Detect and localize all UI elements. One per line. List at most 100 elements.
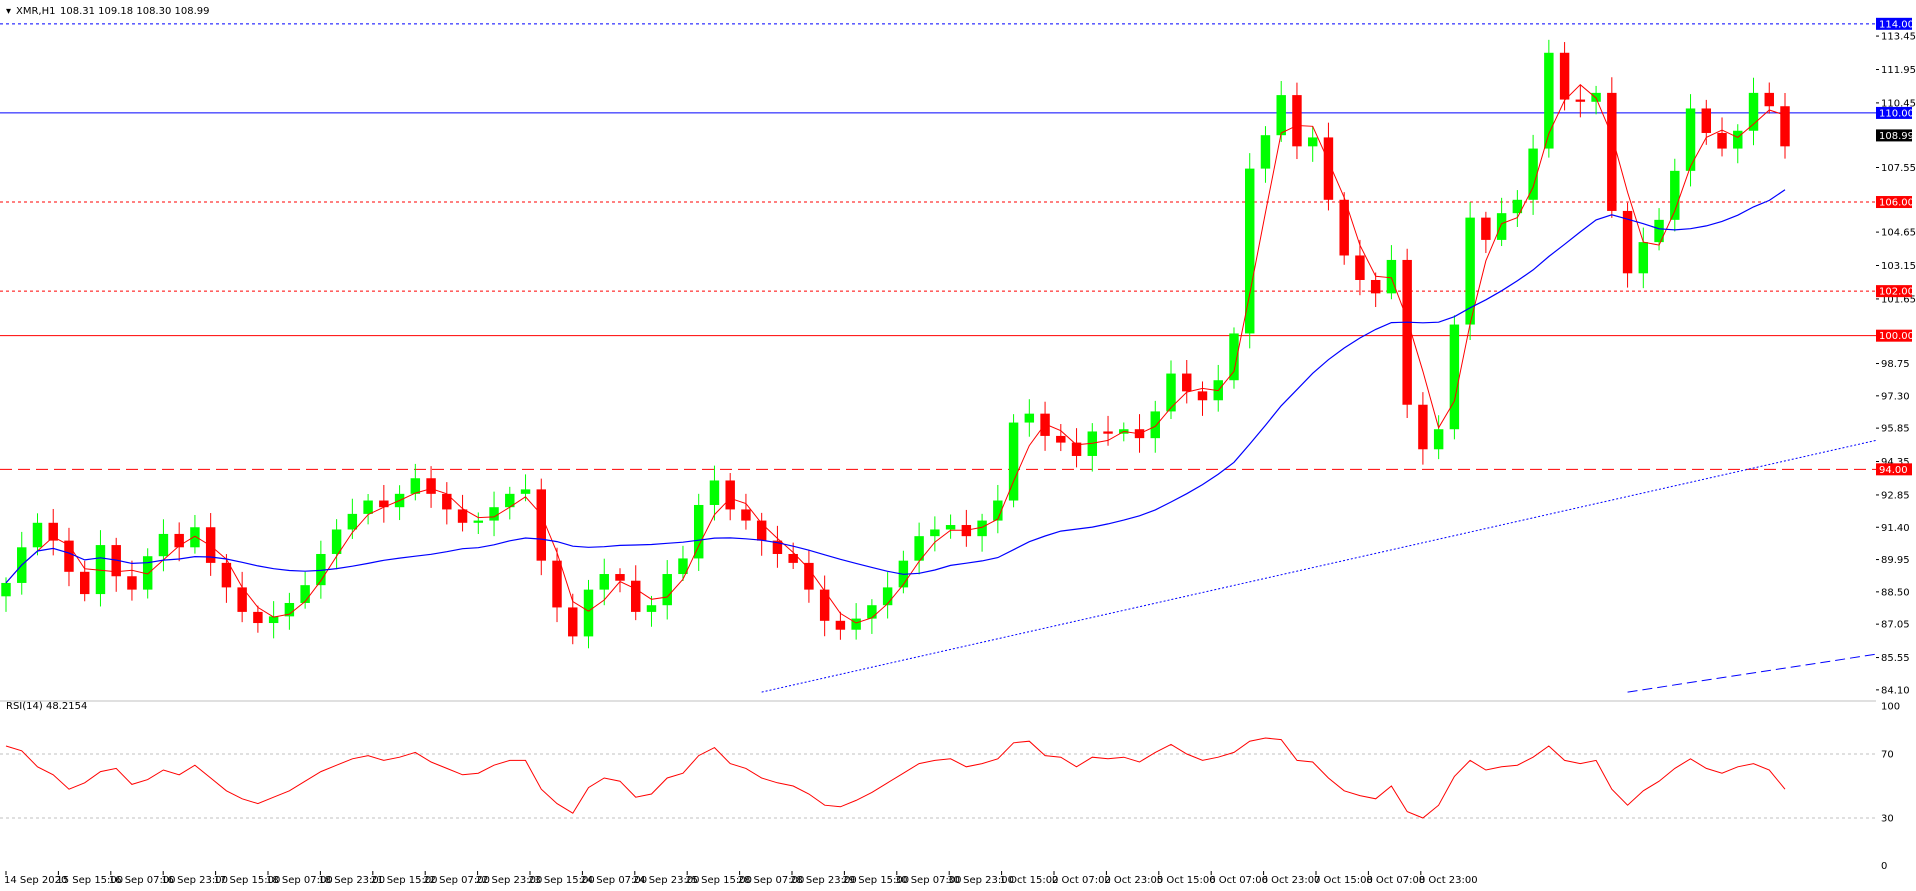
- time-tick-label: 22 Sep 23:00: [476, 875, 543, 886]
- candle-body: [32, 522, 43, 548]
- candle-body: [331, 529, 342, 554]
- candle: [457, 494, 468, 532]
- candle-body: [914, 536, 924, 561]
- trendlines: [761, 439, 1877, 693]
- candle-body: [158, 533, 169, 557]
- candle: [1056, 424, 1066, 452]
- candle-body: [945, 525, 956, 530]
- candle-body: [709, 480, 720, 505]
- candle-body: [1245, 168, 1255, 334]
- rsi-axis: 100 70 30 0: [1881, 702, 1900, 873]
- time-tick-label: 1 Oct 15:00: [1000, 875, 1059, 886]
- rsi-levels: [0, 753, 1876, 819]
- candle: [268, 601, 279, 639]
- candle: [95, 530, 106, 607]
- candle-body: [1528, 148, 1538, 200]
- candle: [835, 611, 846, 640]
- candle-body: [505, 493, 515, 508]
- price-tick-label: 89.95: [1881, 555, 1910, 566]
- level-tag-3-text: 102.00: [1879, 287, 1914, 298]
- candle-body: [205, 527, 216, 563]
- price-axis: 113.45 111.95 110.45 107.55 104.65 103.15 101.…: [1876, 32, 1916, 696]
- candle-body: [662, 574, 672, 606]
- candle: [1197, 381, 1208, 416]
- time-tick-label: 2 Oct 07:00: [1052, 875, 1111, 886]
- time-tick-label: 30 Sep 07:00: [895, 875, 962, 886]
- candle: [583, 579, 594, 649]
- candle: [221, 554, 232, 603]
- candle-body: [599, 574, 609, 590]
- candle: [1370, 272, 1381, 308]
- candle: [363, 494, 373, 525]
- candle-body: [1, 582, 11, 597]
- candle: [190, 514, 200, 554]
- candle-body: [237, 587, 247, 612]
- price-tick-label: 92.85: [1881, 490, 1910, 501]
- level-tag-2-bg: [1876, 196, 1912, 209]
- candle: [993, 484, 1003, 534]
- time-tick-label: 6 Oct 23:00: [1262, 875, 1321, 886]
- candle: [1292, 82, 1302, 160]
- candle-body: [1307, 137, 1318, 147]
- candle-body: [741, 509, 751, 521]
- candle: [1386, 245, 1397, 300]
- candle-body: [1056, 435, 1066, 443]
- time-tick-label: 15 Sep 15:00: [56, 875, 123, 886]
- candle: [64, 527, 74, 587]
- trendline-1[interactable]: [1627, 653, 1877, 693]
- price-tick-label: 107.55: [1881, 163, 1916, 174]
- candle-body: [190, 527, 200, 548]
- level-tag-0-text: 114.00: [1879, 19, 1914, 30]
- candle-body: [1402, 259, 1412, 405]
- candle: [678, 545, 688, 581]
- candle-body: [64, 540, 74, 572]
- candle: [379, 484, 389, 523]
- time-tick-label: 2 Oct 23:00: [1104, 875, 1163, 886]
- candle: [473, 512, 484, 534]
- level-tags: 114.00 110.00 106.00 102.00 100.00 94.00 108.9…: [1876, 17, 1914, 476]
- candle-body: [1323, 137, 1334, 200]
- candle: [1245, 153, 1255, 349]
- candle-body: [977, 520, 987, 537]
- candle: [1638, 227, 1649, 289]
- candle-body: [1481, 217, 1491, 240]
- candle: [851, 603, 861, 640]
- title-arrow-icon[interactable]: ▾: [6, 6, 11, 17]
- candle-body: [1433, 429, 1444, 450]
- time-tick-label: 6 Oct 07:00: [1209, 875, 1268, 886]
- rsi-tick-label: 0: [1881, 861, 1887, 872]
- candle: [930, 516, 940, 552]
- candle-body: [867, 605, 877, 619]
- price-tick-label: 98.75: [1881, 359, 1910, 370]
- candle: [489, 491, 499, 537]
- price-tick-label: 97.30: [1881, 391, 1910, 402]
- level-tag-1-bg: [1876, 106, 1912, 119]
- price-panel: ▾ XMR,H1 108.31 109.18 108.30 108.99 113…: [0, 6, 1916, 696]
- candle: [536, 478, 546, 576]
- time-tick-label: 5 Oct 15:00: [1157, 875, 1216, 886]
- current-price-tag: 108.99: [1876, 129, 1914, 142]
- candle: [1166, 360, 1176, 420]
- price-tick-label: 85.55: [1881, 653, 1910, 664]
- time-tick-label: 30 Sep 23:00: [947, 875, 1014, 886]
- time-tick-label: 16 Sep 23:00: [161, 875, 228, 886]
- price-tick-label: 110.45: [1881, 98, 1916, 109]
- candle: [1607, 77, 1617, 218]
- candle: [1512, 190, 1523, 227]
- candle-body: [284, 602, 295, 617]
- candle-body: [851, 618, 861, 630]
- candle: [1717, 117, 1727, 157]
- candle-body: [79, 571, 90, 595]
- candle-body: [536, 489, 546, 561]
- candle: [1402, 248, 1412, 419]
- price-tick-label: 95.85: [1881, 424, 1910, 435]
- level-tag-3-bg: [1876, 285, 1912, 298]
- price-tick-label: 94.35: [1881, 457, 1910, 468]
- candle: [48, 508, 58, 556]
- candle: [1670, 158, 1680, 232]
- candle: [977, 513, 987, 552]
- time-tick-label: 28 Sep 23:00: [790, 875, 857, 886]
- horizontal-levels: [0, 23, 1876, 470]
- level-tag-1-text: 110.00: [1879, 108, 1914, 119]
